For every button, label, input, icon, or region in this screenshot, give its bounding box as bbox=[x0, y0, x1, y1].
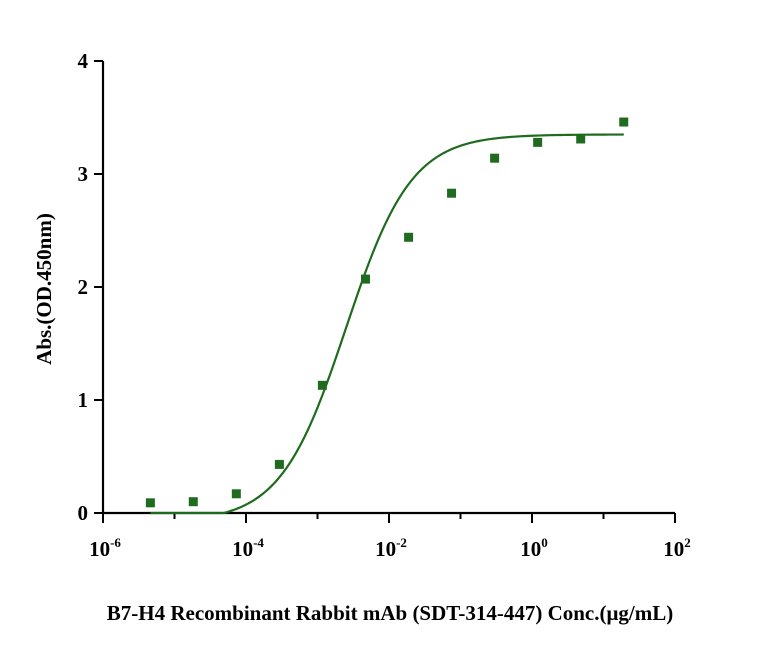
x-tick-label: 102 bbox=[663, 535, 691, 561]
x-tick-label: 100 bbox=[520, 535, 548, 561]
y-tick-label: 0 bbox=[78, 501, 89, 525]
data-point bbox=[533, 137, 543, 147]
fit-curve bbox=[150, 133, 624, 515]
y-tick-label: 4 bbox=[78, 49, 89, 73]
data-point bbox=[145, 498, 155, 508]
data-points bbox=[145, 117, 629, 508]
data-point bbox=[231, 489, 241, 499]
data-point bbox=[274, 459, 284, 469]
data-point bbox=[576, 134, 586, 144]
data-point bbox=[188, 497, 198, 507]
x-ticks: 10-6 10-4 10-2 100 102 bbox=[89, 513, 691, 561]
axes bbox=[101, 61, 675, 515]
data-point bbox=[447, 188, 457, 198]
y-ticks: 0 1 2 3 4 bbox=[78, 49, 103, 525]
y-tick-label: 2 bbox=[78, 275, 89, 299]
y-tick-label: 3 bbox=[78, 162, 89, 186]
x-tick-label: 10-6 bbox=[89, 535, 121, 561]
data-point bbox=[404, 232, 414, 242]
x-axis-title: B7-H4 Recombinant Rabbit mAb (SDT-314-44… bbox=[107, 601, 673, 625]
x-tick-label: 10-4 bbox=[232, 535, 264, 561]
x-tick-label: 10-2 bbox=[375, 535, 407, 561]
data-point bbox=[360, 274, 370, 284]
y-axis-title: Abs.(OD.450nm) bbox=[32, 213, 56, 365]
y-tick-label: 1 bbox=[78, 388, 89, 412]
data-point bbox=[490, 153, 500, 163]
data-point bbox=[619, 117, 629, 127]
data-point bbox=[317, 380, 327, 390]
